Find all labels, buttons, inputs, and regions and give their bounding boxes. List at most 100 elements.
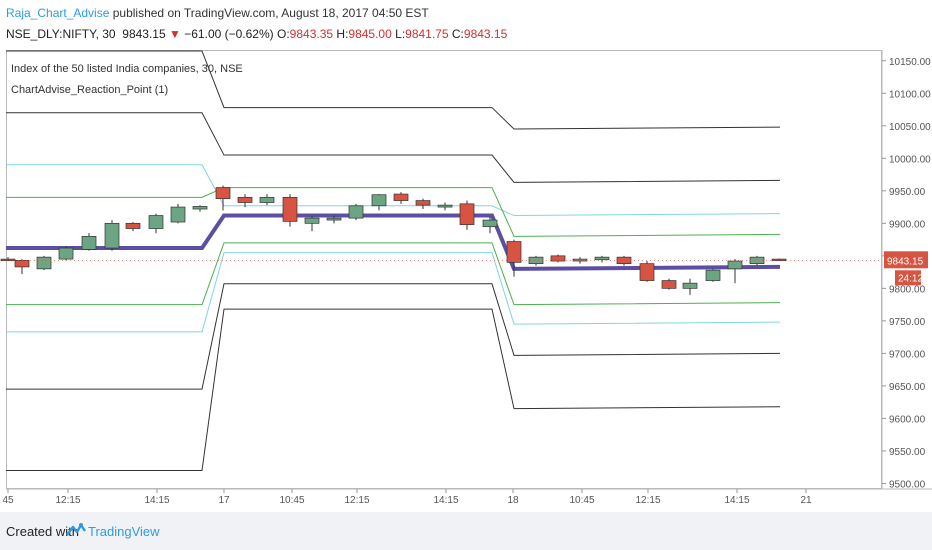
- candle: [348, 203, 364, 221]
- candle: [0, 257, 16, 262]
- candle: [661, 278, 677, 290]
- candle: [14, 259, 30, 275]
- candle: [459, 200, 475, 230]
- level-pivot: [6, 213, 781, 271]
- candle: [682, 278, 698, 295]
- legend-title: Index of the 50 listed India companies, …: [11, 63, 243, 75]
- publish-info: published on TradingView.com, August 18,…: [112, 6, 429, 20]
- candle: [727, 259, 743, 284]
- low-value: 9841.75: [405, 27, 449, 41]
- reaction-levels: [6, 50, 781, 471]
- x-tick-label: 10:45: [569, 495, 594, 506]
- level-green-s: [6, 242, 781, 306]
- level-green-r: [6, 187, 781, 237]
- candle: [125, 222, 141, 232]
- x-tick-label: 10:45: [279, 495, 304, 506]
- candle: [528, 255, 544, 266]
- low-label: L:: [395, 27, 406, 41]
- candle: [192, 205, 208, 212]
- level-gray-s1: [6, 283, 781, 390]
- candle: [415, 198, 431, 210]
- countdown-label: 24:12: [898, 273, 923, 284]
- candle: [215, 185, 231, 211]
- x-tick-label: 17: [218, 495, 230, 506]
- level-gray-bottom: [6, 308, 781, 471]
- tradingview-logo-icon: [66, 523, 86, 536]
- candle: [282, 194, 298, 227]
- x-tick-label: 14:15: [433, 495, 458, 506]
- candle: [506, 239, 522, 277]
- candle: [148, 213, 164, 234]
- y-tick-label: 10150.00: [889, 57, 931, 68]
- candle: [36, 255, 52, 271]
- price-tags: 9843.15 24:12: [6, 251, 928, 286]
- countdown-tag: [895, 270, 921, 286]
- y-tick-label: 9500.00: [889, 479, 926, 490]
- open-label: O:: [277, 27, 290, 41]
- y-tick-label: 9700.00: [889, 349, 926, 360]
- price-change: −61.00 (−0.62%): [184, 27, 274, 41]
- last-price-tag-label: 9843.15: [887, 256, 924, 267]
- x-axis: 45 12:15 14:15 17 10:45 12:15 14:15 18 10:45 12:1…: [2, 489, 812, 506]
- chart-header: Raja_Chart_Advise published on TradingVi…: [0, 0, 932, 46]
- y-tick-label: 10100.00: [889, 89, 931, 100]
- candle: [482, 216, 498, 234]
- candle: [259, 194, 275, 206]
- candle: [616, 255, 632, 266]
- x-tick-label: 18: [507, 495, 519, 506]
- y-tick-label: 9600.00: [889, 414, 926, 425]
- candle: [437, 202, 453, 211]
- y-tick-label: 9950.00: [889, 187, 926, 198]
- y-tick-label: 9750.00: [889, 317, 926, 328]
- candle: [58, 246, 74, 261]
- candle: [639, 261, 655, 282]
- symbol-line: NSE_DLY:NIFTY, 30 9843.15 ▼ −61.00 (−0.6…: [6, 27, 507, 41]
- legend-indicator: ChartAdvise_Reaction_Point (1): [11, 84, 168, 96]
- candle: [550, 254, 566, 263]
- y-tick-label: 9550.00: [889, 447, 926, 458]
- y-tick-label: 9900.00: [889, 219, 926, 230]
- level-gray-top: [6, 50, 781, 130]
- candle: [104, 220, 120, 251]
- x-tick-label: 45: [2, 495, 14, 506]
- open-value: 9843.35: [289, 27, 334, 41]
- candle: [371, 194, 387, 211]
- x-tick-label: 21: [800, 495, 812, 506]
- candle: [170, 203, 186, 224]
- y-tick-label: 9800.00: [889, 284, 926, 295]
- candle: [326, 215, 342, 224]
- publish-line: Raja_Chart_Advise published on TradingVi…: [6, 6, 429, 20]
- x-tick-label: 12:15: [344, 495, 369, 506]
- last-price-tag: [884, 251, 928, 269]
- level-cyan-r: [6, 164, 781, 217]
- candle: [81, 233, 97, 251]
- price-chart[interactable]: 10150.00 10100.00 10050.00 10000.00 9950.00 9…: [0, 0, 932, 512]
- candle: [237, 194, 253, 208]
- created-with-text: Created with: [6, 524, 79, 539]
- high-label: H:: [336, 27, 349, 41]
- high-value: 9845.00: [348, 27, 392, 41]
- x-tick-label: 12:15: [635, 495, 660, 506]
- candle: [749, 255, 765, 266]
- candle: [572, 257, 588, 264]
- footer: Created with TradingView: [0, 512, 932, 550]
- symbol-name[interactable]: NSE_DLY:NIFTY, 30: [6, 27, 116, 41]
- candle: [705, 268, 721, 282]
- down-arrow-icon: ▼: [169, 27, 181, 41]
- y-tick-label: 10000.00: [889, 154, 931, 165]
- last-price: 9843.15: [122, 27, 166, 41]
- tradingview-brand[interactable]: TradingView: [88, 524, 160, 539]
- candles: [0, 185, 787, 295]
- x-tick-label: 14:15: [724, 495, 749, 506]
- level-gray-r1: [6, 112, 781, 183]
- candle: [594, 255, 610, 263]
- close-label: C:: [451, 27, 464, 41]
- level-cyan-s: [6, 252, 781, 333]
- author-link[interactable]: Raja_Chart_Advise: [6, 6, 110, 20]
- candle: [771, 258, 787, 262]
- y-tick-label: 9650.00: [889, 382, 926, 393]
- x-tick-label: 14:15: [144, 495, 169, 506]
- x-tick-label: 12:15: [55, 495, 80, 506]
- y-tick-label: 10050.00: [889, 122, 931, 133]
- candle: [393, 192, 409, 204]
